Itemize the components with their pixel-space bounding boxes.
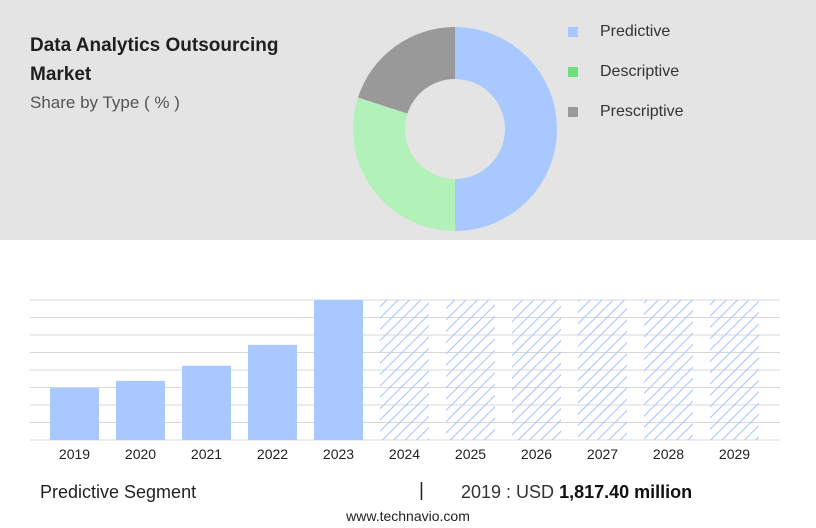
bar-2019 (50, 388, 99, 440)
x-tick-label: 2028 (653, 446, 684, 462)
bar-2020 (116, 380, 165, 440)
x-tick-label: 2027 (587, 446, 618, 462)
footer-value: 2019 : USD 1,817.40 million (461, 482, 692, 503)
bar-2023 (314, 300, 363, 440)
bar-2029 (710, 300, 759, 440)
legend-label-descriptive: Descriptive (600, 63, 680, 80)
chart-subtitle: Share by Type ( % ) (30, 93, 180, 112)
donut-chart (353, 27, 557, 231)
x-tick-label: 2025 (455, 446, 486, 462)
legend-label-prescriptive: Prescriptive (600, 103, 684, 120)
x-tick-label: 2029 (719, 446, 750, 462)
footer-separator: | (419, 480, 424, 501)
footer-value-prefix: 2019 : USD (461, 482, 555, 502)
legend-swatch-descriptive (568, 67, 578, 77)
footer-value-amount: 1,817.40 million (559, 482, 693, 502)
slice-prescriptive (357, 27, 455, 114)
legend: Predictive Descriptive Prescriptive (568, 12, 684, 132)
x-tick-label: 2019 (59, 446, 90, 462)
legend-item-descriptive: Descriptive (568, 52, 684, 92)
slice-predictive (455, 27, 557, 231)
x-tick-label: 2026 (521, 446, 552, 462)
bar-2026 (512, 300, 561, 440)
bar-2028 (644, 300, 693, 440)
bar-2025 (446, 300, 495, 440)
legend-swatch-prescriptive (568, 107, 578, 117)
legend-label-predictive: Predictive (600, 23, 671, 40)
x-tick-label: 2020 (125, 446, 156, 462)
legend-item-prescriptive: Prescriptive (568, 92, 684, 132)
x-tick-label: 2024 (389, 446, 420, 462)
x-tick-label: 2023 (323, 446, 354, 462)
slice-descriptive (353, 97, 455, 231)
bar-chart: 2019 2020 2021 2022 2023 2024 2025 2026 2027 2028… (30, 299, 780, 462)
chart-title: Data Analytics Outsourcing Market (30, 35, 279, 85)
bar-2027 (578, 300, 627, 440)
x-tick-label: 2022 (257, 446, 288, 462)
x-tick-label: 2021 (191, 446, 222, 462)
segment-label: Predictive Segment (40, 482, 197, 502)
legend-item-predictive: Predictive (568, 12, 684, 52)
source-link[interactable]: www.technavio.com (346, 508, 470, 524)
bar-2021 (182, 365, 231, 440)
bar-2024 (380, 300, 429, 440)
bar-2022 (248, 344, 297, 440)
legend-swatch-predictive (568, 27, 578, 37)
